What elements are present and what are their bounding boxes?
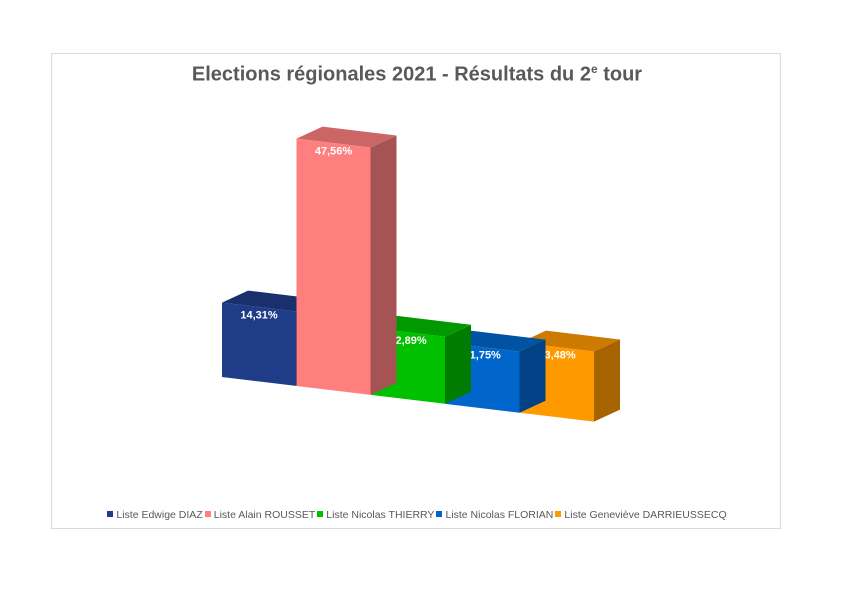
data-label: 13,48% [538, 350, 576, 362]
legend-item-liste-edwige-diaz: Liste Edwige DIAZ [107, 509, 203, 521]
legend-item-liste-nicolas-florian: Liste Nicolas FLORIAN [436, 509, 553, 521]
bar-side [445, 324, 471, 404]
legend-swatch [107, 511, 114, 518]
bar-top [296, 126, 397, 148]
chart-legend: Liste Edwige DIAZ Liste Alain ROUSSET List… [52, 509, 782, 521]
legend-item-liste-genevieve-darrieussecq: Liste Geneviève DARRIEUSSECQ [555, 509, 727, 521]
legend-label: Liste Geneviève DARRIEUSSECQ [564, 509, 727, 521]
legend-label: Liste Nicolas THIERRY [326, 509, 435, 521]
bar-liste-alain-rousset: 47,56% [296, 126, 397, 395]
data-label: 14,31% [240, 310, 278, 322]
bar-side [370, 135, 397, 395]
legend-label: Liste Nicolas FLORIAN [445, 509, 554, 521]
legend-swatch [436, 511, 443, 518]
chart-title: Elections régionales 2021 - Résultats du… [191, 62, 643, 86]
bar-top [520, 330, 620, 352]
legend-label: Liste Edwige DIAZ [116, 509, 203, 521]
chart-frame: Elections régionales 2021 - Résultats du… [51, 53, 781, 529]
bar-side [594, 339, 620, 422]
legend-label: Liste Alain ROUSSET [213, 509, 316, 521]
bar-front [222, 302, 296, 386]
data-label: 47,56% [315, 146, 353, 158]
bar-chart-plot: 14,31% 13,48% 11,75% 12,89% 47,56% [222, 126, 620, 422]
bar-side [519, 339, 546, 413]
legend-item-liste-nicolas-thierry: Liste Nicolas THIERRY [317, 509, 434, 521]
data-label: 12,89% [389, 335, 427, 347]
data-label: 11,75% [464, 350, 501, 362]
legend-item-liste-alain-rousset: Liste Alain ROUSSET [204, 509, 316, 521]
legend-swatch [204, 511, 211, 518]
legend-swatch [555, 511, 562, 518]
bar-front [296, 138, 371, 395]
legend-swatch [317, 511, 324, 518]
